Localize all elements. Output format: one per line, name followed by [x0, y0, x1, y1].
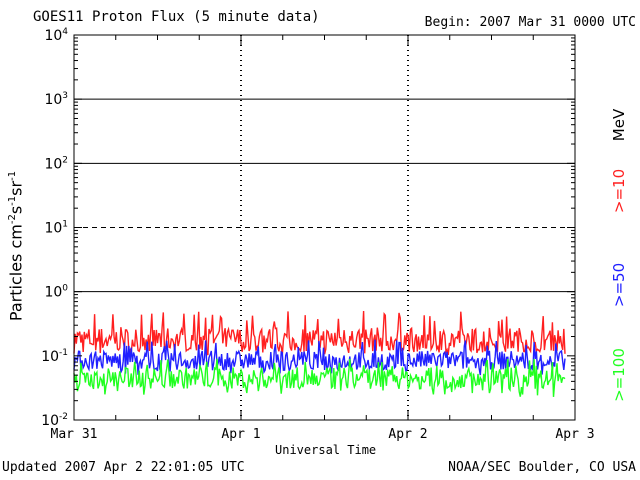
legend-entry-100mev: >=100	[610, 348, 628, 402]
y-tick-label: 102	[44, 155, 68, 172]
x-tick-label: Mar 31	[51, 427, 98, 442]
x-tick-label: Apr 3	[555, 427, 594, 442]
legend-unit: MeV	[610, 108, 628, 142]
credit-text: NOAA/SEC Boulder, CO USA	[448, 460, 636, 475]
updated-timestamp: Updated 2007 Apr 2 22:01:05 UTC	[2, 460, 245, 475]
y-tick-label: 104	[44, 27, 68, 44]
legend-entry-10mev: >=10	[610, 168, 628, 214]
begin-time: Begin: 2007 Mar 31 0000 UTC	[424, 15, 636, 30]
series-line-1	[73, 339, 566, 376]
y-tick-label: 10-2	[41, 412, 68, 429]
y-tick-label: 100	[44, 284, 68, 301]
chart-title: GOES11 Proton Flux (5 minute data)	[33, 9, 320, 25]
y-tick-label: 103	[44, 91, 68, 108]
series-line-2	[73, 358, 566, 397]
y-tick-label: 10-1	[41, 348, 68, 365]
x-tick-label: Apr 1	[221, 427, 260, 442]
y-tick-label: 101	[44, 220, 68, 237]
x-tick-label: Apr 2	[388, 427, 427, 442]
x-axis-label: Universal Time	[275, 443, 377, 457]
legend-entry-50mev: >=50	[610, 262, 628, 308]
